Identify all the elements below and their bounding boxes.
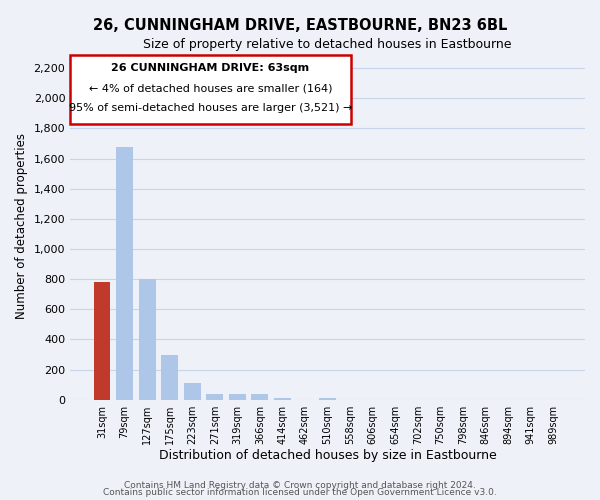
Text: ← 4% of detached houses are smaller (164): ← 4% of detached houses are smaller (164… [89, 83, 332, 93]
Text: Contains public sector information licensed under the Open Government Licence v3: Contains public sector information licen… [103, 488, 497, 497]
Text: Contains HM Land Registry data © Crown copyright and database right 2024.: Contains HM Land Registry data © Crown c… [124, 480, 476, 490]
Bar [116, 146, 133, 400]
Bar [161, 355, 178, 400]
X-axis label: Distribution of detached houses by size in Eastbourne: Distribution of detached houses by size … [159, 450, 496, 462]
FancyBboxPatch shape [70, 55, 351, 124]
Text: 26, CUNNINGHAM DRIVE, EASTBOURNE, BN23 6BL: 26, CUNNINGHAM DRIVE, EASTBOURNE, BN23 6… [93, 18, 507, 32]
Text: 26 CUNNINGHAM DRIVE: 63sqm: 26 CUNNINGHAM DRIVE: 63sqm [112, 64, 310, 74]
Title: Size of property relative to detached houses in Eastbourne: Size of property relative to detached ho… [143, 38, 512, 51]
Text: 95% of semi-detached houses are larger (3,521) →: 95% of semi-detached houses are larger (… [69, 103, 352, 113]
Bar [229, 394, 246, 400]
Bar [206, 394, 223, 400]
Bar [139, 279, 155, 400]
Bar [319, 398, 336, 400]
Bar [94, 282, 110, 400]
Y-axis label: Number of detached properties: Number of detached properties [15, 134, 28, 320]
Bar [251, 394, 268, 400]
Bar [184, 383, 201, 400]
Bar [274, 398, 291, 400]
